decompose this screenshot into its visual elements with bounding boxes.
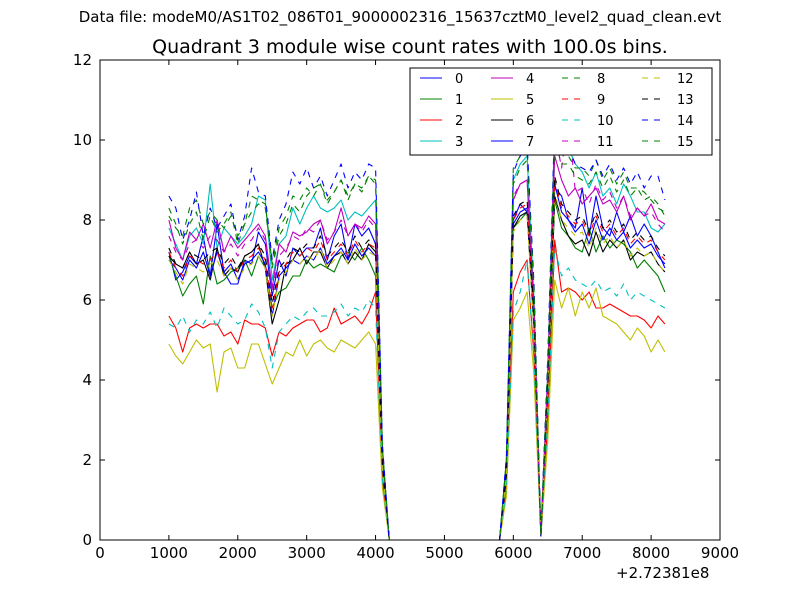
x-tick-label: 3000: [288, 544, 326, 562]
y-tick-label: 12: [73, 51, 92, 69]
series-2-line: [168, 239, 666, 540]
y-tick-label: 6: [82, 291, 92, 309]
legend-label-14: 14: [677, 114, 694, 129]
y-tick-label: 8: [82, 211, 92, 229]
series-7-line: [168, 183, 666, 540]
legend-label-0: 0: [455, 72, 463, 87]
y-tick-label: 2: [82, 451, 92, 469]
x-offset-label: +2.72381e8: [616, 564, 709, 582]
series-15-line: [168, 139, 666, 540]
series-14-line: [168, 119, 666, 540]
data-file-title: Data file: modeM0/AS1T02_086T01_90000023…: [78, 8, 722, 26]
legend-label-2: 2: [455, 114, 463, 129]
legend-label-5: 5: [526, 93, 534, 108]
legend-label-15: 15: [677, 135, 694, 150]
x-tick-label: 6000: [494, 544, 532, 562]
legend-label-3: 3: [455, 135, 463, 150]
legend-label-7: 7: [526, 135, 534, 150]
series-10-line: [168, 247, 666, 540]
chart-title: Quadrant 3 module wise count rates with …: [152, 36, 668, 58]
x-tick-label: 9000: [701, 544, 739, 562]
series-4-line: [168, 155, 666, 540]
y-tick-label: 0: [82, 531, 92, 549]
series-9-line: [168, 179, 666, 540]
series-layer: [168, 115, 666, 540]
legend-label-12: 12: [677, 72, 694, 87]
series-3-line: [168, 123, 666, 540]
x-tick-label: 0: [95, 544, 105, 562]
series-1-line: [168, 199, 666, 540]
legend-label-1: 1: [455, 93, 463, 108]
x-tick-label: 4000: [356, 544, 394, 562]
legend-label-8: 8: [597, 72, 605, 87]
x-tick-label: 2000: [219, 544, 257, 562]
x-tick-label: 7000: [563, 544, 601, 562]
axes: 0 1000 2000 3000 4000 5000 6000 7000 8000 9000 0 2 4…: [73, 51, 739, 562]
legend-label-6: 6: [526, 114, 534, 129]
series-5-line: [168, 279, 666, 540]
y-tick-label: 4: [82, 371, 92, 389]
legend-label-13: 13: [677, 93, 694, 108]
x-tick-label: 5000: [425, 544, 463, 562]
x-tick-label: 8000: [632, 544, 670, 562]
legend-box: [409, 67, 713, 156]
legend-label-9: 9: [597, 93, 605, 108]
legend-label-4: 4: [526, 72, 534, 87]
series-6-line: [168, 195, 666, 540]
series-12-line: [168, 191, 666, 540]
x-tick-label: 1000: [150, 544, 188, 562]
y-tick-label: 10: [73, 131, 92, 149]
legend-label-10: 10: [597, 114, 614, 129]
legend-label-11: 11: [597, 135, 614, 150]
series-11-line: [168, 115, 666, 540]
